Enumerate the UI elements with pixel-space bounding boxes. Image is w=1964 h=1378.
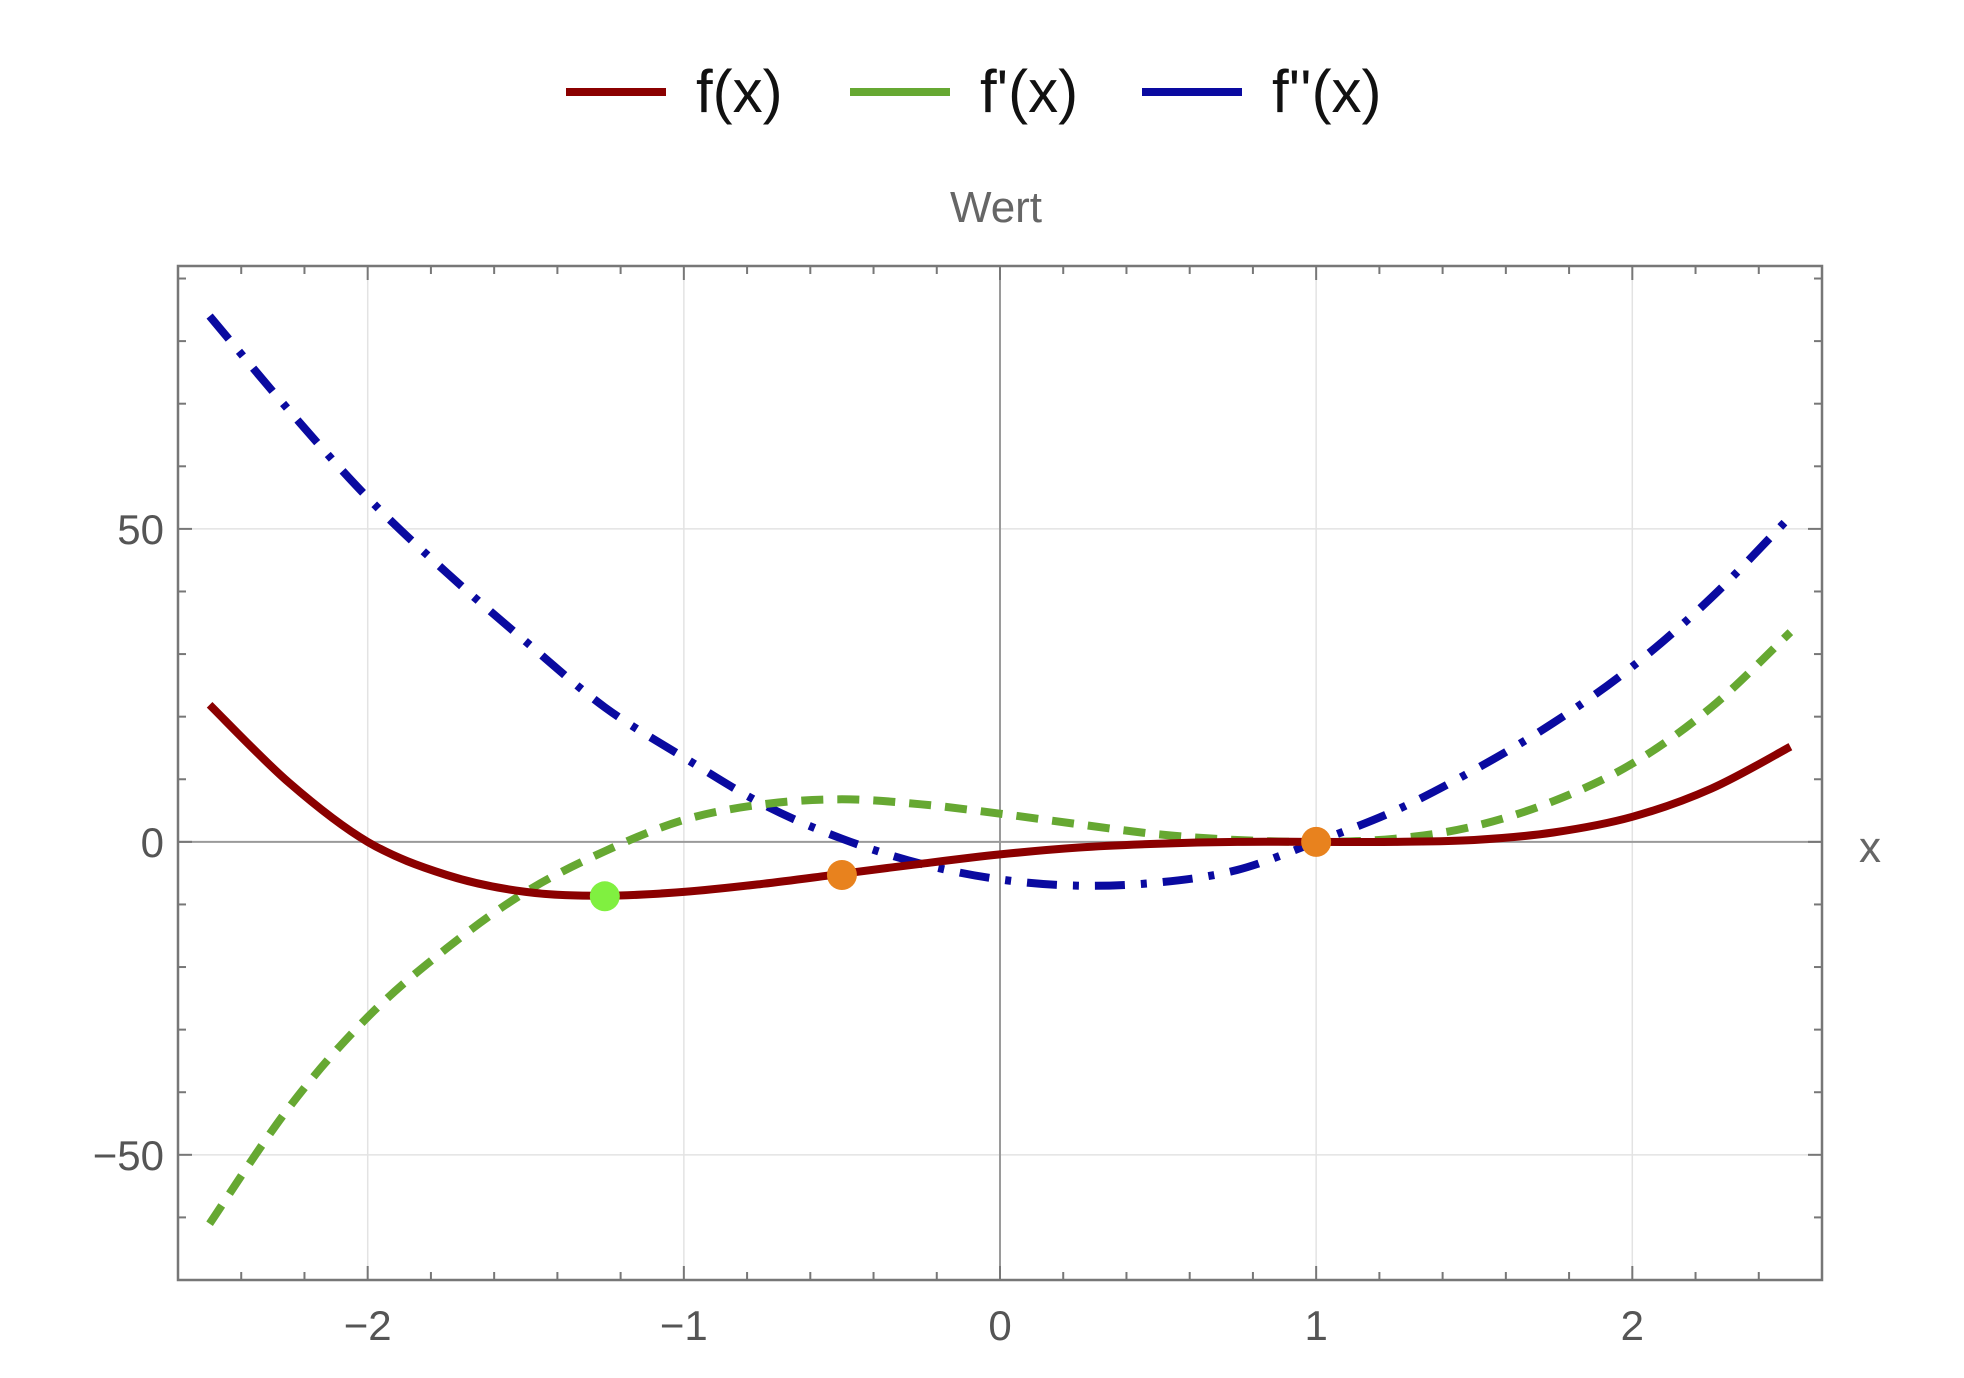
minimum-point	[589, 881, 620, 912]
x-tick-label-0: −2	[344, 1302, 392, 1349]
legend-label-f: f(x)	[696, 58, 783, 125]
chart-subtitle: Wert	[950, 183, 1042, 232]
x-tick-label-2: 0	[988, 1302, 1011, 1349]
legend: f(x) f'(x) f''(x)	[566, 58, 1382, 125]
point-layer	[589, 826, 1332, 912]
series-line-f	[206, 701, 1793, 900]
y-tick-label-1: 0	[141, 819, 164, 866]
x-tick-label-3: 1	[1304, 1302, 1327, 1349]
series-layer	[206, 313, 1794, 1226]
inflection-point-2	[1301, 826, 1332, 857]
x-axis-label: x	[1859, 823, 1881, 872]
x-tick-label-4: 2	[1621, 1302, 1644, 1349]
legend-label-f-prime: f'(x)	[980, 58, 1078, 125]
series-line-f-prime	[206, 629, 1794, 1226]
inflection-point-1	[826, 860, 857, 891]
x-tick-label-1: −1	[660, 1302, 708, 1349]
axes-layer	[178, 266, 1822, 1280]
legend-label-f-double-prime: f''(x)	[1272, 58, 1382, 125]
y-tick-label-2: 50	[117, 506, 164, 553]
y-tick-label-0: −50	[93, 1132, 164, 1179]
tick-layer: −2 −1 0 1 2 −50 0 50	[93, 266, 1822, 1349]
plot-frame	[176, 264, 1824, 1282]
series-line-f-double-prime	[206, 313, 1794, 890]
